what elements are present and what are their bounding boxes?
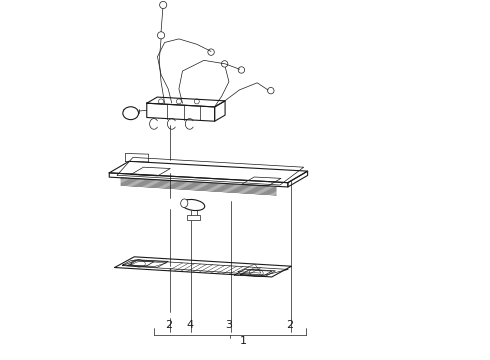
- Bar: [187, 215, 199, 220]
- Text: 2: 2: [165, 320, 172, 330]
- Text: 1: 1: [240, 337, 246, 346]
- Text: 2: 2: [286, 320, 293, 330]
- Text: 3: 3: [225, 320, 232, 330]
- Ellipse shape: [123, 107, 139, 120]
- Text: 4: 4: [186, 320, 193, 330]
- Ellipse shape: [181, 199, 188, 207]
- Ellipse shape: [182, 199, 205, 211]
